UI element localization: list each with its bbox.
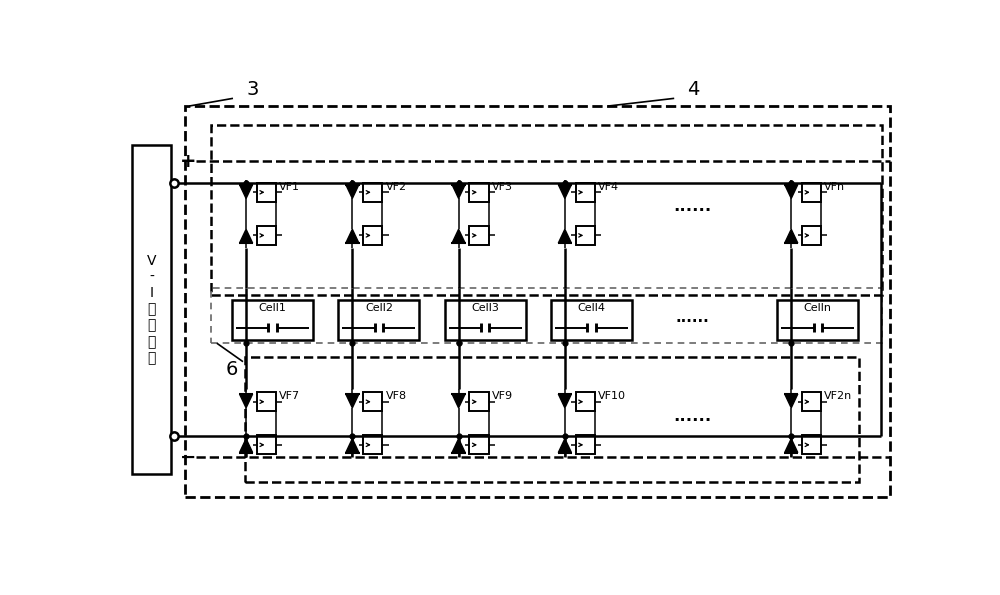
Bar <box>469 392 489 411</box>
Text: VF1: VF1 <box>279 182 300 192</box>
Bar <box>576 183 595 202</box>
Bar <box>363 226 382 245</box>
Bar <box>469 226 489 245</box>
Bar <box>445 300 526 340</box>
Text: VF8: VF8 <box>385 392 407 402</box>
Polygon shape <box>558 184 571 199</box>
Bar <box>469 435 489 455</box>
Polygon shape <box>558 229 571 243</box>
Bar <box>211 126 882 295</box>
Text: VFn: VFn <box>824 182 845 192</box>
Text: 3: 3 <box>246 80 258 99</box>
Bar <box>802 435 821 455</box>
Text: VF10: VF10 <box>598 392 626 402</box>
Text: VF9: VF9 <box>492 392 513 402</box>
Polygon shape <box>452 394 465 408</box>
Polygon shape <box>346 184 359 199</box>
Polygon shape <box>346 439 359 453</box>
Text: Cell3: Cell3 <box>471 303 499 313</box>
Polygon shape <box>558 394 571 408</box>
Text: Cell4: Cell4 <box>577 303 605 313</box>
Bar <box>363 435 382 455</box>
Text: ......: ...... <box>673 197 711 215</box>
Bar <box>211 288 882 343</box>
Bar <box>185 106 890 497</box>
Text: +: + <box>180 152 197 171</box>
Text: VF7: VF7 <box>279 392 300 402</box>
Bar <box>802 183 821 202</box>
Polygon shape <box>240 394 253 408</box>
Bar <box>802 392 821 411</box>
Bar <box>777 300 858 340</box>
Bar <box>338 300 419 340</box>
Polygon shape <box>785 439 798 453</box>
Polygon shape <box>346 229 359 243</box>
Bar <box>132 145 171 474</box>
Text: ......: ...... <box>675 309 709 324</box>
Polygon shape <box>240 229 253 243</box>
Bar <box>257 183 276 202</box>
Polygon shape <box>452 229 465 243</box>
Text: VF3: VF3 <box>492 182 513 192</box>
Bar <box>576 226 595 245</box>
Text: V
-
I
转
换
电
路: V - I 转 换 电 路 <box>147 253 156 365</box>
Text: ......: ...... <box>673 406 711 425</box>
Polygon shape <box>785 229 798 243</box>
Text: VF2n: VF2n <box>824 392 853 402</box>
Bar <box>551 300 632 340</box>
Text: 4: 4 <box>687 80 700 99</box>
Polygon shape <box>558 439 571 453</box>
Polygon shape <box>785 184 798 199</box>
Polygon shape <box>785 394 798 408</box>
Text: Cell2: Cell2 <box>365 303 393 313</box>
Bar <box>245 357 859 482</box>
Bar <box>257 226 276 245</box>
Bar <box>363 392 382 411</box>
Polygon shape <box>240 184 253 199</box>
Text: VF4: VF4 <box>598 182 619 192</box>
Bar <box>232 300 313 340</box>
Polygon shape <box>346 394 359 408</box>
Bar <box>469 183 489 202</box>
Bar <box>257 392 276 411</box>
Bar <box>363 183 382 202</box>
Bar <box>576 392 595 411</box>
Bar <box>257 435 276 455</box>
Polygon shape <box>452 184 465 199</box>
Text: VF2: VF2 <box>385 182 407 192</box>
Polygon shape <box>240 439 253 453</box>
Text: 6: 6 <box>225 360 238 379</box>
Bar <box>802 226 821 245</box>
Text: Celln: Celln <box>804 303 832 313</box>
Text: Cell1: Cell1 <box>259 303 287 313</box>
Polygon shape <box>452 439 465 453</box>
Text: −: − <box>180 447 197 466</box>
Bar <box>576 435 595 455</box>
